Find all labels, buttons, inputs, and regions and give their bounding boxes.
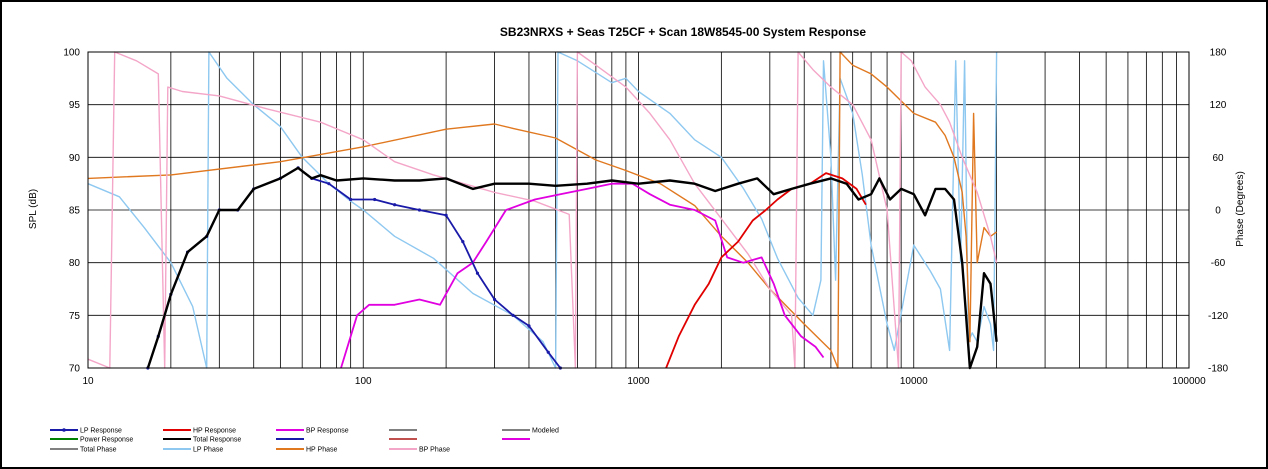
y2-tick-label: 0 [1215, 206, 1221, 217]
lp-response-marker [417, 208, 422, 212]
lp-response-marker [349, 197, 353, 202]
tick-labels: 10 100 1000 10000 100000 70 75 80 85 90 95 100 -180 -… [63, 48, 1228, 388]
lp-response-marker [511, 313, 515, 317]
plot-area-border [87, 51, 1190, 369]
x-tick-label: 10000 [900, 376, 928, 387]
hp-phase-line [87, 51, 998, 369]
lp-response-marker [461, 240, 465, 244]
lp-response-marker [475, 271, 480, 275]
chart-title: SB23NRXS + Seas T25CF + Scan 18W8545-00 … [500, 25, 867, 39]
y-tick-label: 95 [69, 100, 81, 111]
y2-tick-label: 180 [1210, 48, 1227, 59]
legend-label: Total Response [193, 437, 241, 444]
series-group [87, 51, 998, 370]
grid [87, 51, 1189, 369]
lp-response-marker [492, 297, 497, 302]
y2-tick-label: 120 [1210, 100, 1227, 111]
y-axis-label: SPL (dB) [28, 189, 39, 229]
total-response-line [146, 166, 998, 370]
y-tick-label: 70 [69, 364, 81, 375]
legend-label: HP Response [193, 428, 236, 435]
legend-marker [62, 428, 66, 432]
legend-label: BP Response [306, 428, 349, 435]
lp-response-marker [373, 197, 377, 202]
x-tick-label: 100000 [1172, 376, 1206, 387]
y-tick-label: 90 [69, 153, 81, 164]
lp-response-marker [527, 324, 531, 328]
x-tick-label: 10 [82, 376, 94, 387]
legend-label: HP Phase [306, 447, 337, 454]
x-tick-label: 100 [355, 376, 372, 387]
y2-tick-label: -120 [1208, 311, 1228, 322]
legend-label: LP Response [80, 428, 122, 435]
lp-response-marker [327, 182, 331, 186]
lp-response-line [147, 167, 562, 369]
y2-tick-label: -60 [1211, 258, 1226, 269]
legend-label: LP Phase [193, 447, 223, 454]
y2-tick-label: 60 [1212, 153, 1224, 164]
y-tick-label: 100 [63, 48, 80, 59]
legend-label: Modeled [532, 428, 559, 435]
y-tick-label: 85 [69, 206, 81, 217]
lp-response-marker [393, 203, 397, 207]
x-tick-label: 1000 [627, 376, 650, 387]
bp-phase-line [87, 51, 998, 369]
legend-label: Total Phase [80, 447, 117, 454]
legend-label: Power Response [80, 437, 133, 444]
lp-response-marker [546, 350, 550, 354]
legend-label: BP Phase [419, 447, 450, 454]
y2-tick-label: -180 [1208, 364, 1228, 375]
y-tick-label: 80 [69, 258, 81, 269]
hp-response-line [665, 172, 867, 369]
legend: LP Response HP Response BP Response Modeled… [50, 428, 559, 454]
lp-response-marker [444, 213, 448, 217]
bp-response-line [340, 182, 825, 369]
y2-axis-label: Phase (Degrees) [1235, 171, 1246, 247]
y-tick-label: 75 [69, 311, 81, 322]
